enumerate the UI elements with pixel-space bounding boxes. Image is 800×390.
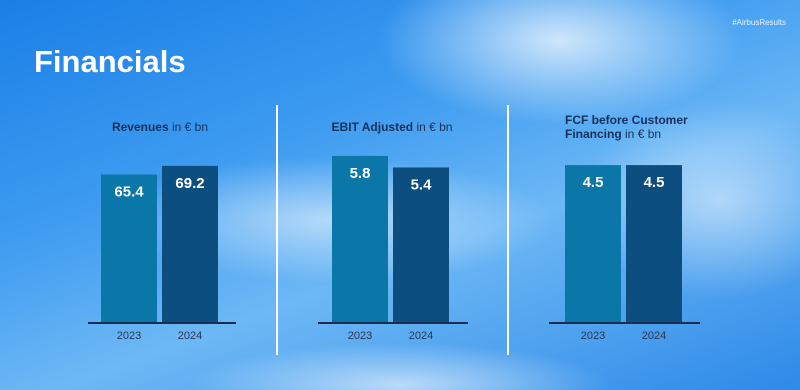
bar — [101, 174, 157, 323]
x-tick-label: 2023 — [117, 330, 141, 342]
unit: in € bn — [172, 120, 209, 134]
chart-title: FCF before Customer Financing in € bn — [565, 113, 695, 141]
value-label: 4.5 — [583, 174, 604, 191]
unit: in € bn — [625, 127, 662, 141]
x-tick-label: 2023 — [348, 330, 372, 342]
heading: Financials — [34, 44, 186, 79]
x-tick-label: 2024 — [409, 330, 433, 342]
x-tick-label: 2024 — [642, 330, 666, 342]
value-label: 5.8 — [350, 165, 371, 182]
x-tick-label: 2024 — [178, 330, 202, 342]
title: FCF before Customer Financing — [565, 113, 688, 141]
bar — [565, 165, 621, 323]
title: EBIT Adjusted — [331, 120, 414, 134]
hashtag: #AirbusResults — [732, 18, 786, 27]
bar — [162, 165, 218, 323]
value-label: 5.4 — [411, 176, 433, 193]
value-label: 65.4 — [114, 183, 144, 200]
chart-title: Revenues in € bn — [60, 120, 260, 134]
bar — [393, 167, 449, 323]
unit: in € bn — [416, 120, 453, 134]
value-label: 69.2 — [175, 175, 204, 192]
value-label: 4.5 — [644, 174, 665, 191]
title: Revenues — [111, 120, 169, 134]
bar — [332, 155, 388, 323]
chart-title: EBIT Adjusted in € bn — [292, 120, 492, 134]
bar — [626, 165, 682, 323]
x-tick-label: 2023 — [581, 330, 605, 342]
